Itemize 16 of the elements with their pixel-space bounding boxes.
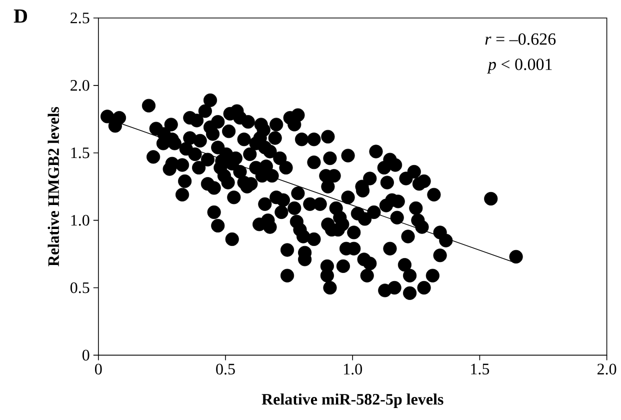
y-tick-label: 0 xyxy=(82,350,90,361)
x-axis-title: Relative miR-582-5p levels xyxy=(262,393,444,408)
y-axis-title: Relative HMGB2 levels xyxy=(48,107,60,266)
x-tick-label: 0 xyxy=(95,364,102,375)
x-tick-label: 1.5 xyxy=(471,364,490,375)
chart-title: D xyxy=(14,10,28,23)
y-tick-label: 2.5 xyxy=(70,12,90,24)
y-tick-label: 0.5 xyxy=(70,282,90,294)
annotation: p < 0.001 xyxy=(486,58,552,74)
x-tick-label: 2.0 xyxy=(598,364,616,375)
y-tick-label: 1.0 xyxy=(71,214,90,226)
annotation: r = –0.626 xyxy=(485,33,556,45)
x-tick-label: 1.0 xyxy=(344,364,362,375)
x-tick-label: 0.5 xyxy=(216,364,235,375)
y-tick-label: 2.0 xyxy=(70,80,90,91)
y-tick-label: 1.5 xyxy=(71,147,90,158)
